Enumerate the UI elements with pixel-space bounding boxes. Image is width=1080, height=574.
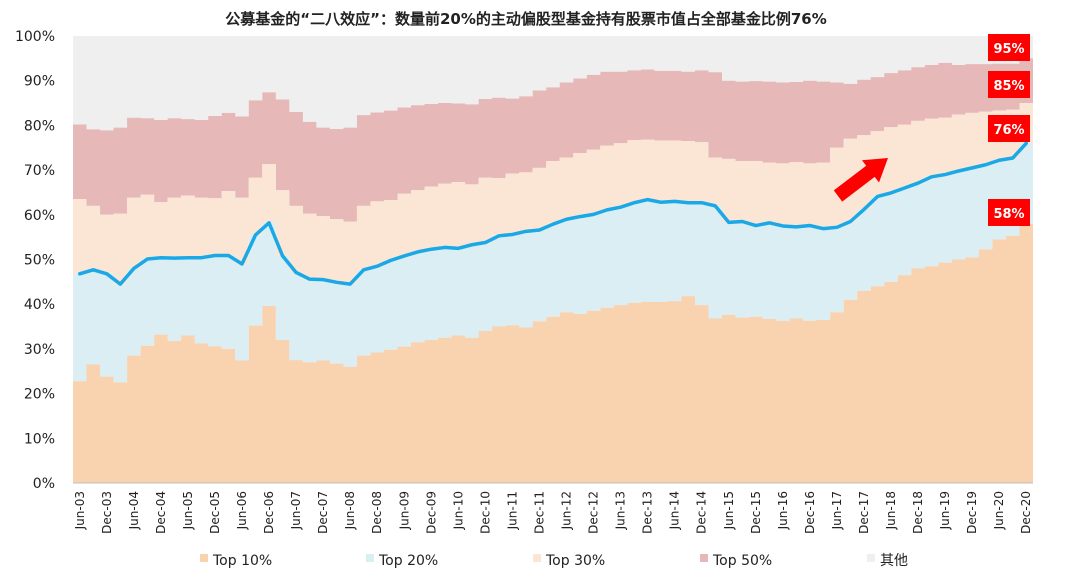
legend-label: 其他	[880, 553, 908, 569]
x-tick-label: Dec-15	[749, 491, 763, 534]
x-tick-label: Dec-19	[965, 491, 979, 534]
area-top-20-	[73, 143, 1033, 383]
callout-box	[988, 115, 1030, 142]
trend-arrow-icon	[833, 158, 888, 202]
y-tick-label: 40%	[24, 297, 55, 313]
x-tick-label: Dec-11	[532, 491, 546, 534]
x-tick-label: Dec-08	[370, 491, 384, 534]
x-tick-label: Dec-05	[208, 491, 222, 534]
x-tick-label: Jun-16	[776, 491, 790, 530]
x-tick-label: Dec-04	[154, 491, 168, 534]
x-tick-label: Jun-18	[884, 491, 898, 530]
y-tick-label: 100%	[15, 29, 55, 45]
callout-label: 58%	[993, 207, 1024, 222]
legend-label: Top 10%	[212, 553, 272, 569]
x-tick-label: Dec-12	[587, 491, 601, 534]
y-tick-label: 80%	[24, 118, 55, 134]
x-tick-label: Dec-13	[641, 491, 655, 534]
legend-label: Top 30%	[545, 553, 605, 569]
legend-label: Top 20%	[378, 553, 438, 569]
x-tick-label: Dec-03	[100, 491, 114, 534]
legend-label: Top 50%	[712, 553, 772, 569]
y-axis: 0% 10% 20% 30% 40% 50% 60% 70% 80% 90% 100%	[15, 29, 1033, 492]
callout-label: 76%	[993, 123, 1024, 138]
x-axis: Jun-03 Dec-03 Jun-04 Dec-04 Jun-05 Dec-05 Jun-…	[73, 491, 1033, 534]
x-tick-label: Jun-11	[505, 491, 519, 530]
callout-box	[988, 71, 1030, 98]
x-tick-label: Jun-05	[181, 491, 195, 530]
x-tick-label: Jun-06	[235, 491, 249, 530]
callout-box	[988, 34, 1030, 61]
callout-box	[988, 199, 1030, 226]
x-tick-label: Jun-20	[992, 491, 1006, 530]
legend-swatch	[200, 554, 208, 562]
x-tick-label: Jun-09	[397, 491, 411, 530]
y-tick-label: 60%	[24, 208, 55, 224]
legend: Top 10% Top 20% Top 30% Top 50% 其他	[200, 553, 908, 569]
x-tick-label: Jun-13	[614, 491, 628, 530]
legend-swatch	[533, 554, 541, 562]
area-top-50-	[73, 58, 1033, 222]
area--	[73, 36, 1033, 131]
area-top-10-	[73, 223, 1033, 484]
x-tick-label: Jun-17	[830, 491, 844, 530]
y-tick-label: 70%	[24, 163, 55, 179]
callout-label: 85%	[993, 79, 1024, 94]
y-tick-label: 90%	[24, 74, 55, 90]
top20-line	[78, 141, 1028, 286]
x-tick-label: Jun-15	[722, 491, 736, 530]
x-tick-label: Dec-17	[857, 491, 871, 534]
x-tick-label: Dec-07	[316, 491, 330, 534]
chart-title: 公募基金的“二八效应”：数量前20%的主动偏股型基金持有股票市值占全部基金比例7…	[225, 10, 827, 28]
x-tick-label: Jun-04	[127, 491, 141, 530]
x-tick-label: Jun-03	[73, 491, 87, 530]
stacked-areas	[73, 36, 1033, 484]
x-tick-label: Dec-18	[911, 491, 925, 534]
y-tick-label: 10%	[24, 431, 55, 447]
x-tick-label: Jun-12	[560, 491, 574, 530]
y-tick-label: 20%	[24, 387, 55, 403]
x-tick-label: Jun-08	[343, 491, 357, 530]
x-tick-label: Jun-14	[668, 491, 682, 530]
legend-swatch	[867, 554, 875, 562]
x-tick-label: Dec-16	[803, 491, 817, 534]
legend-swatch	[700, 554, 708, 562]
y-tick-label: 50%	[24, 253, 55, 269]
x-tick-label: Jun-10	[451, 491, 465, 530]
x-tick-label: Dec-09	[424, 491, 438, 534]
x-tick-label: Jun-19	[938, 491, 952, 530]
y-tick-label: 30%	[24, 342, 55, 358]
x-tick-label: Dec-10	[478, 491, 492, 534]
x-tick-label: Dec-06	[262, 491, 276, 534]
x-tick-label: Dec-14	[695, 491, 709, 534]
area-top-30-	[73, 103, 1033, 285]
y-tick-label: 0%	[33, 476, 55, 492]
legend-swatch	[366, 554, 374, 562]
annotations: 95% 85% 76% 58%	[833, 34, 1030, 226]
x-tick-label: Dec-20	[1019, 491, 1033, 534]
x-tick-label: Jun-07	[289, 491, 303, 530]
callout-label: 95%	[993, 42, 1024, 57]
